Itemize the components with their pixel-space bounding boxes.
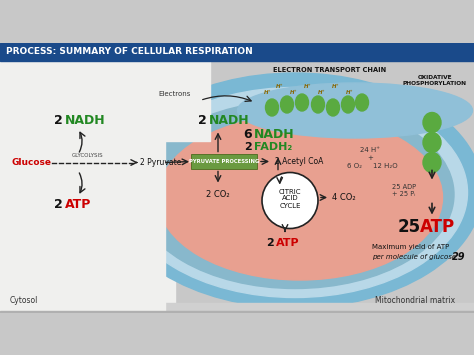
Bar: [0, 43, 474, 60]
Bar: [0, 60, 210, 141]
Text: Glucose: Glucose: [12, 158, 52, 167]
Text: +: +: [367, 155, 373, 162]
Text: 2: 2: [54, 114, 63, 127]
Ellipse shape: [237, 83, 473, 138]
Text: H⁺: H⁺: [318, 90, 326, 95]
Text: 12 H₂O: 12 H₂O: [373, 164, 397, 169]
Bar: [0, 60, 165, 312]
Text: NADH: NADH: [209, 114, 250, 127]
Text: H⁺: H⁺: [332, 84, 340, 89]
Ellipse shape: [108, 73, 474, 308]
Text: 4 CO₂: 4 CO₂: [332, 193, 356, 202]
Ellipse shape: [423, 153, 441, 173]
Text: H⁺: H⁺: [276, 84, 284, 89]
Text: per molecule of glucose: per molecule of glucose: [372, 255, 456, 261]
Text: 29: 29: [452, 252, 465, 262]
Text: NADH: NADH: [65, 114, 106, 127]
Text: 25: 25: [398, 218, 421, 236]
Ellipse shape: [295, 94, 309, 111]
Ellipse shape: [157, 115, 443, 280]
Text: FADH₂: FADH₂: [254, 142, 292, 153]
Ellipse shape: [423, 113, 441, 132]
Text: 2: 2: [54, 198, 63, 211]
Text: 2 Pyruvate: 2 Pyruvate: [140, 158, 182, 167]
Text: Mitochondrial matrix: Mitochondrial matrix: [375, 296, 455, 305]
Bar: [0, 302, 474, 315]
Text: ATP: ATP: [420, 218, 455, 236]
Text: 2 Acetyl CoA: 2 Acetyl CoA: [275, 157, 323, 166]
Circle shape: [262, 173, 318, 229]
Ellipse shape: [281, 96, 293, 113]
Text: ATP: ATP: [276, 237, 300, 247]
Text: 6 O₂: 6 O₂: [347, 164, 363, 169]
Text: H⁺: H⁺: [304, 84, 312, 89]
Bar: [0, 60, 160, 312]
Text: Maximum yield of ATP: Maximum yield of ATP: [372, 245, 449, 251]
Text: NADH: NADH: [254, 128, 295, 141]
Text: GLYCOLYSIS: GLYCOLYSIS: [72, 153, 104, 158]
Text: Electrons: Electrons: [159, 92, 191, 98]
Ellipse shape: [341, 96, 355, 113]
Ellipse shape: [423, 132, 441, 153]
Text: CITRIC
ACID
CYCLE: CITRIC ACID CYCLE: [279, 189, 301, 208]
Text: Cytosol: Cytosol: [10, 296, 38, 305]
Text: PYRUVATE PROCESSING: PYRUVATE PROCESSING: [189, 159, 259, 164]
Ellipse shape: [356, 94, 368, 111]
Text: 2: 2: [198, 114, 207, 127]
Text: ELECTRON TRANSPORT CHAIN: ELECTRON TRANSPORT CHAIN: [273, 67, 387, 73]
Text: 24 H⁺: 24 H⁺: [360, 147, 380, 153]
Ellipse shape: [265, 99, 279, 116]
Ellipse shape: [327, 99, 339, 116]
Text: H⁺: H⁺: [290, 90, 298, 95]
FancyBboxPatch shape: [191, 154, 257, 169]
Bar: [0, 60, 175, 312]
Text: 6: 6: [243, 128, 252, 141]
Text: 2: 2: [244, 142, 252, 153]
Ellipse shape: [136, 100, 454, 289]
Text: H⁺: H⁺: [346, 90, 354, 95]
Text: 25 ADP
+ 25 Pᵢ: 25 ADP + 25 Pᵢ: [392, 184, 416, 197]
Ellipse shape: [311, 96, 325, 113]
Text: 2: 2: [266, 237, 274, 247]
Ellipse shape: [122, 87, 467, 297]
Text: ATP: ATP: [65, 198, 91, 211]
Bar: [0, 311, 474, 312]
Text: H⁺: H⁺: [264, 90, 272, 95]
Text: OXIDATIVE
PHOSPHORYLATION: OXIDATIVE PHOSPHORYLATION: [403, 75, 467, 86]
Text: 2 CO₂: 2 CO₂: [206, 190, 230, 199]
Text: PROCESS: SUMMARY OF CELLULAR RESPIRATION: PROCESS: SUMMARY OF CELLULAR RESPIRATION: [6, 47, 253, 56]
